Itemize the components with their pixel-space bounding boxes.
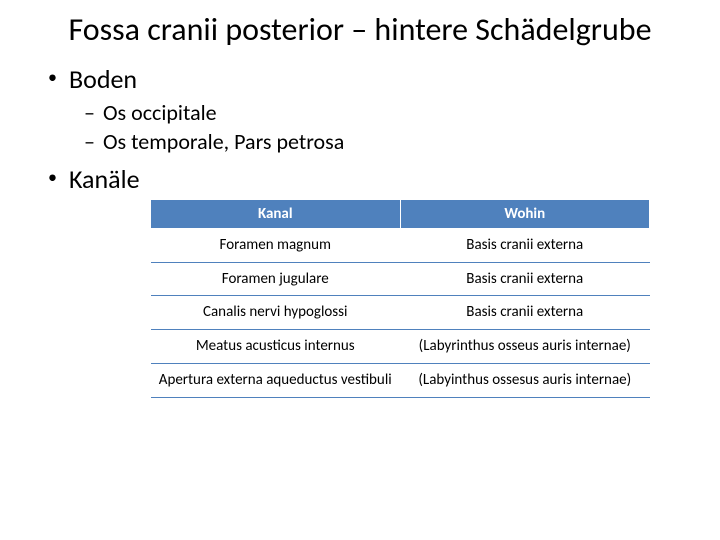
- table-cell: Foramen magnum: [151, 228, 401, 262]
- table-row: Foramen jugulare Basis cranii externa: [151, 262, 650, 296]
- table-cell: Foramen jugulare: [151, 262, 401, 296]
- table-cell: Canalis nervi hypoglossi: [151, 296, 401, 330]
- dash-icon: –: [84, 128, 95, 155]
- table-row: Apertura externa aqueductus vestibuli (L…: [151, 363, 650, 397]
- table-header-cell: Kanal: [151, 199, 401, 228]
- table-body: Foramen magnum Basis cranii externa Fora…: [151, 228, 650, 397]
- sub-item: – Os occipitale: [84, 99, 680, 126]
- bullet-dot-icon: •: [48, 63, 57, 92]
- bullet-dot-icon: •: [48, 163, 57, 192]
- channels-table: Kanal Wohin Foramen magnum Basis cranii …: [150, 199, 650, 398]
- sub-list: – Os occipitale – Os temporale, Pars pet…: [40, 99, 680, 155]
- bullet-label: Boden: [69, 63, 137, 95]
- slide-title: Fossa cranii posterior – hintere Schädel…: [40, 12, 680, 49]
- sub-label: Os temporale, Pars petrosa: [103, 128, 344, 155]
- bullet-item: • Boden: [48, 63, 680, 95]
- table-row: Meatus acusticus internus (Labyrinthus o…: [151, 330, 650, 364]
- bullet-item: • Kanäle: [48, 163, 680, 195]
- table-container: Kanal Wohin Foramen magnum Basis cranii …: [150, 199, 680, 398]
- table-cell: (Labyinthus ossesus auris internae): [400, 363, 650, 397]
- dash-icon: –: [84, 99, 95, 126]
- table-header-cell: Wohin: [400, 199, 650, 228]
- table-row: Foramen magnum Basis cranii externa: [151, 228, 650, 262]
- table-cell: Apertura externa aqueductus vestibuli: [151, 363, 401, 397]
- sub-item: – Os temporale, Pars petrosa: [84, 128, 680, 155]
- table-cell: Basis cranii externa: [400, 228, 650, 262]
- slide: Fossa cranii posterior – hintere Schädel…: [0, 0, 720, 418]
- table-cell: (Labyrinthus osseus auris internae): [400, 330, 650, 364]
- table-cell: Meatus acusticus internus: [151, 330, 401, 364]
- table-cell: Basis cranii externa: [400, 296, 650, 330]
- sub-label: Os occipitale: [103, 99, 217, 126]
- table-row: Canalis nervi hypoglossi Basis cranii ex…: [151, 296, 650, 330]
- bullet-label: Kanäle: [69, 163, 140, 195]
- table-header-row: Kanal Wohin: [151, 199, 650, 228]
- bullet-list: • Boden: [40, 63, 680, 95]
- table-cell: Basis cranii externa: [400, 262, 650, 296]
- bullet-list: • Kanäle: [40, 163, 680, 195]
